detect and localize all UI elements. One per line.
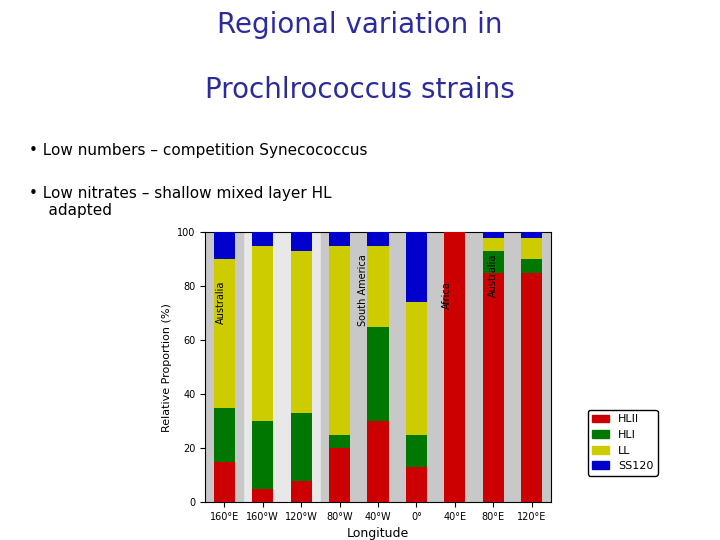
Bar: [291, 251, 312, 413]
Bar: [521, 273, 542, 502]
Bar: [321, 232, 435, 502]
Bar: [521, 238, 542, 259]
Y-axis label: Relative Proportion (%): Relative Proportion (%): [161, 303, 171, 431]
Bar: [214, 232, 235, 259]
Text: Australia: Australia: [215, 281, 225, 324]
Bar: [214, 462, 235, 502]
Bar: [291, 481, 312, 502]
Bar: [521, 259, 542, 273]
Bar: [521, 232, 542, 238]
Bar: [444, 232, 465, 502]
Bar: [482, 232, 504, 238]
Bar: [214, 408, 235, 462]
Text: Australia: Australia: [488, 254, 498, 297]
Bar: [367, 421, 389, 502]
Bar: [474, 232, 550, 502]
Bar: [367, 246, 389, 327]
Bar: [406, 302, 427, 435]
Text: South America: South America: [358, 254, 368, 326]
Bar: [367, 327, 389, 421]
Bar: [406, 232, 427, 302]
Bar: [291, 232, 312, 251]
Bar: [205, 232, 243, 502]
Text: Prochlrococcus strains: Prochlrococcus strains: [205, 76, 515, 104]
Bar: [252, 246, 274, 421]
Bar: [329, 246, 350, 435]
Bar: [367, 232, 389, 246]
Bar: [252, 489, 274, 502]
Text: • Low nitrates – shallow mixed layer HL
    adapted: • Low nitrates – shallow mixed layer HL …: [29, 186, 331, 218]
Bar: [329, 232, 350, 246]
Bar: [482, 251, 504, 273]
Bar: [406, 467, 427, 502]
Bar: [291, 413, 312, 481]
Text: • Low numbers – competition Synecococcus: • Low numbers – competition Synecococcus: [29, 143, 367, 158]
Legend: HLII, HLI, LL, SS120: HLII, HLI, LL, SS120: [588, 410, 657, 476]
Bar: [482, 273, 504, 502]
Bar: [329, 435, 350, 448]
Bar: [482, 238, 504, 251]
Bar: [436, 232, 474, 502]
Text: Regional variation in: Regional variation in: [217, 11, 503, 39]
Bar: [214, 259, 235, 408]
Bar: [252, 421, 274, 489]
Bar: [406, 435, 427, 467]
X-axis label: Longitude: Longitude: [347, 528, 409, 540]
Bar: [252, 232, 274, 246]
Text: Africa: Africa: [442, 281, 452, 308]
Bar: [329, 448, 350, 502]
